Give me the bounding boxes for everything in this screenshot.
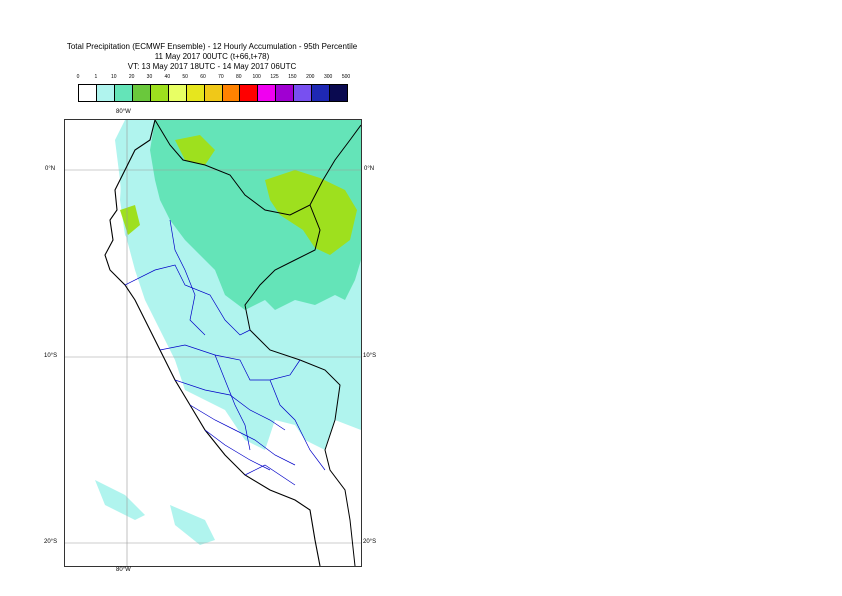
country-border-north: [154, 120, 361, 216]
map-canvas: [65, 120, 361, 566]
legend-value-label: 1: [94, 74, 98, 80]
region-borders: [124, 219, 326, 486]
precip-southern-ocean-streak-2: [170, 505, 215, 545]
precip-heavy-cluster-3: [120, 205, 140, 235]
legend-value-label: 80: [236, 74, 242, 80]
legend-value-label: 70: [218, 74, 224, 80]
legend-value-label: 20: [128, 74, 135, 80]
legend-value-label: 300: [323, 74, 333, 80]
map-valid-time: VT: 13 May 2017 18UTC - 14 May 2017 06UT…: [127, 62, 297, 71]
legend-value-label: 150: [288, 74, 297, 80]
legend-value-label: 40: [164, 74, 171, 80]
legend-color-bar: [78, 84, 348, 102]
map-title-block: Total Precipitation (ECMWF Ensemble) - 1…: [0, 42, 424, 72]
legend-color-box: [312, 85, 331, 101]
coastline: [104, 120, 321, 566]
legend-value-label: 60: [200, 74, 206, 80]
legend-value-label: 30: [146, 74, 153, 80]
precipitation-legend: 0 1 10 20 30 40 50 60 70 80 100 125 150 200 300 500: [76, 74, 368, 102]
legend-value-label: 125: [270, 74, 279, 80]
lon-label-bottom: 80°W: [116, 567, 131, 573]
legend-color-box: [240, 85, 259, 101]
lat-label-20s-left: 20°S: [44, 539, 58, 545]
legend-color-box: [258, 85, 277, 101]
legend-value-label: 500: [341, 74, 351, 80]
legend-color-box: [222, 85, 241, 101]
legend-color-box: [294, 85, 313, 101]
map-run-time: 11 May 2017 00UTC (t+66,t+78): [154, 52, 270, 61]
legend-color-box: [114, 85, 133, 101]
map-title: Total Precipitation (ECMWF Ensemble) - 1…: [66, 42, 358, 51]
precip-southern-ocean-streak: [95, 480, 145, 520]
legend-labels: 0 1 10 20 30 40 50 60 70 80 100 125 150 200 300 500: [76, 74, 368, 83]
precip-heavy-cluster-2: [175, 135, 215, 165]
legend-value-label: 50: [182, 74, 188, 80]
legend-color-box: [150, 85, 169, 101]
legend-color-box: [79, 85, 97, 101]
legend-value-label: 10: [110, 74, 117, 80]
country-border-east: [244, 204, 356, 566]
legend-color-box: [186, 85, 205, 101]
lat-label-20s-right: 20°S: [363, 539, 377, 545]
lat-label-10s-right: 10°S: [363, 353, 377, 359]
lat-label-10s-left: 10°S: [44, 353, 58, 359]
lon-label-top: 80°W: [116, 109, 131, 115]
legend-color-box: [204, 85, 223, 101]
precipitation-map: [64, 119, 362, 567]
legend-color-box: [96, 85, 115, 101]
legend-color-box: [168, 85, 187, 101]
legend-value-label: 0: [76, 74, 80, 80]
lat-label-0n-left: 0°N: [45, 166, 56, 172]
precip-heavy-cluster-1: [265, 170, 357, 255]
legend-value-label: 200: [306, 74, 315, 80]
precip-medium-area: [150, 120, 361, 310]
legend-color-box: [330, 85, 348, 101]
legend-color-box: [276, 85, 295, 101]
legend-value-label: 100: [252, 74, 261, 80]
legend-color-box: [132, 85, 151, 101]
lat-label-0n-right: 0°N: [364, 166, 375, 172]
